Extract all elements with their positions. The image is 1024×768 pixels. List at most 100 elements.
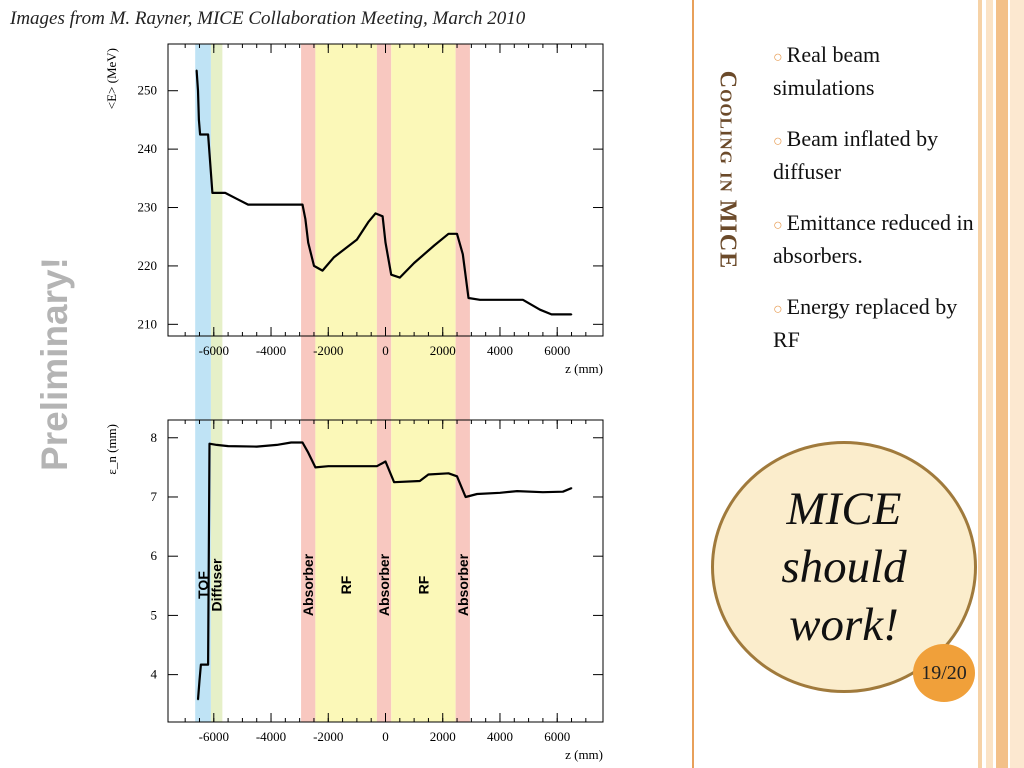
bullet-marker-icon: ○ — [773, 133, 783, 150]
data-point — [384, 460, 387, 463]
y-tick-label: 6 — [151, 548, 158, 563]
y-tick-label: 4 — [151, 667, 158, 682]
data-point — [314, 466, 317, 469]
x-tick-label: -2000 — [313, 729, 343, 744]
data-point — [539, 308, 541, 311]
data-point — [476, 493, 478, 495]
x-axis-label: z (mm) — [565, 361, 603, 376]
x-tick-label: 2000 — [430, 729, 456, 744]
data-point — [427, 473, 430, 476]
data-point — [198, 119, 200, 121]
series-line — [196, 441, 572, 700]
y-tick-label: 210 — [138, 316, 158, 331]
data-point — [570, 313, 573, 316]
slide-title: Cooling in MICE — [714, 70, 741, 270]
bullet-item: ○ Emittance reduced in absorbers. — [773, 208, 978, 271]
data-point — [376, 465, 378, 467]
data-point — [207, 133, 209, 136]
decorative-stripe — [996, 0, 1008, 768]
data-point — [301, 441, 304, 444]
data-point — [381, 215, 384, 218]
data-point — [247, 203, 249, 206]
x-tick-label: 4000 — [487, 343, 513, 358]
mean-energy-plot: -6000 -4000 -2000 0 2000 4000 6000 210 220 230 240… — [104, 43, 604, 376]
band-tof — [195, 44, 211, 722]
band-label: TOF — [195, 571, 211, 599]
data-point — [367, 221, 370, 223]
data-point — [516, 490, 518, 492]
x-tick-label: -6000 — [199, 729, 229, 744]
y-axis-label: <E> (MeV) — [104, 48, 119, 109]
data-point — [542, 491, 544, 494]
data-point — [304, 218, 307, 220]
band-absorber — [301, 44, 316, 722]
data-point — [235, 197, 238, 200]
y-tick-label: 220 — [138, 258, 158, 273]
bullet-text: Beam inflated by diffuser — [773, 126, 939, 184]
data-point — [447, 233, 450, 235]
data-point — [275, 444, 278, 446]
data-point — [374, 212, 377, 215]
decorative-stripe — [986, 0, 993, 768]
data-point — [461, 253, 464, 256]
data-point — [199, 133, 201, 136]
x-tick-label: 6000 — [544, 729, 570, 744]
data-point — [384, 241, 387, 244]
data-point — [255, 445, 258, 448]
data-point — [456, 233, 458, 235]
x-tick-label: -4000 — [256, 729, 286, 744]
data-point — [399, 276, 401, 279]
y-tick-label: 7 — [151, 489, 158, 504]
band-absorber — [376, 44, 392, 722]
y-tick-label: 8 — [151, 430, 158, 445]
data-point — [208, 442, 211, 445]
page-number-badge: 19/20 — [913, 644, 975, 702]
slide-divider — [692, 0, 694, 768]
data-point — [211, 192, 214, 194]
data-point — [227, 445, 229, 447]
y-tick-label: 250 — [138, 83, 158, 98]
bullet-list: ○ Real beam simulations ○ Beam inflated by… — [773, 40, 978, 376]
bullet-marker-icon: ○ — [773, 301, 783, 318]
y-tick-label: 240 — [138, 141, 158, 156]
band-diffuser — [210, 44, 223, 722]
data-point — [198, 679, 201, 682]
detector-band-layer — [195, 44, 470, 722]
x-tick-label: 0 — [382, 729, 389, 744]
x-tick-label: 2000 — [430, 343, 456, 358]
band-rf — [315, 44, 377, 722]
data-point — [419, 480, 421, 482]
y-tick-label: 230 — [138, 200, 158, 215]
series-line — [195, 70, 572, 316]
data-point — [215, 444, 218, 446]
data-point — [197, 89, 199, 92]
data-point — [200, 663, 202, 666]
x-tick-label: 4000 — [487, 729, 513, 744]
data-point — [290, 441, 292, 444]
data-point — [207, 663, 209, 666]
data-point — [301, 203, 304, 206]
data-point — [433, 244, 435, 247]
x-tick-label: -2000 — [313, 343, 343, 358]
data-point — [313, 265, 315, 267]
emittance-plot: -6000 -4000 -2000 0 2000 4000 6000 4 5 6 7 8 z (mm) ε… — [104, 419, 604, 762]
data-point — [195, 69, 198, 72]
decorative-stripe — [978, 0, 982, 768]
band-label: Diffuser — [209, 558, 225, 611]
band-absorber — [455, 44, 470, 722]
data-point — [479, 298, 481, 301]
band-rf — [391, 44, 456, 722]
band-label: Absorber — [300, 553, 316, 616]
data-point — [197, 698, 199, 701]
data-point — [321, 269, 324, 272]
decorative-stripe — [1010, 0, 1024, 768]
data-point — [464, 496, 467, 498]
y-axis-label: ε_n (mm) — [104, 424, 119, 475]
callout-text: MICE should work! — [781, 483, 907, 651]
band-label: RF — [415, 575, 431, 594]
data-point — [307, 241, 310, 244]
data-point — [447, 472, 450, 475]
data-point — [562, 490, 564, 493]
data-point — [390, 273, 393, 276]
